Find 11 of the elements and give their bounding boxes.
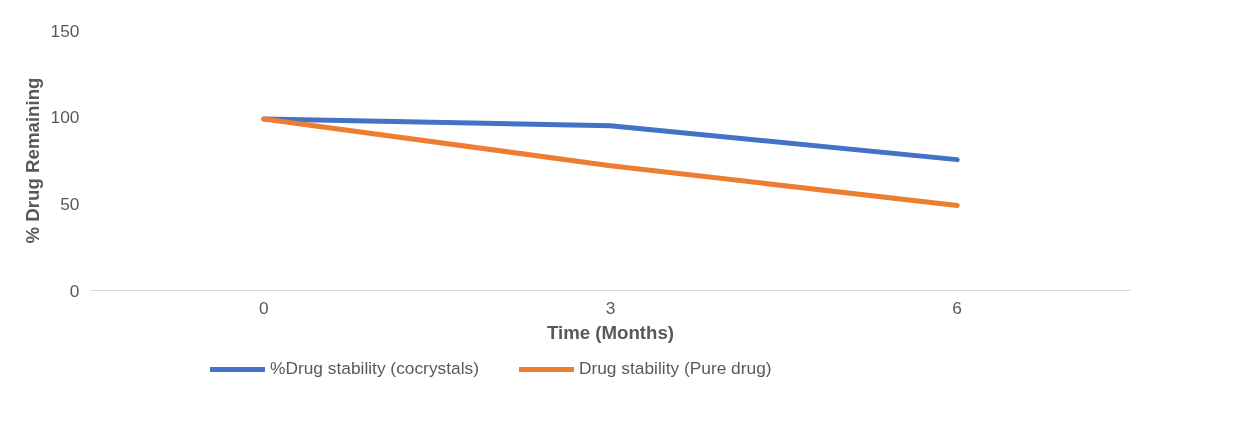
y-axis-title: % Drug Remaining <box>21 77 43 244</box>
y-tick-label: 150 <box>50 20 80 41</box>
legend-label: %Drug stability (cocrystals) <box>270 358 479 379</box>
y-tick-label: 100 <box>50 107 80 128</box>
x-tick-label: 3 <box>605 297 616 318</box>
y-tick-label: 0 <box>69 280 80 301</box>
x-tick-label: 0 <box>259 297 269 318</box>
y-tick-label: 50 <box>60 193 80 214</box>
x-axis-title: Time (Months) <box>546 321 675 343</box>
x-tick-label: 6 <box>952 297 962 318</box>
legend-label: Drug stability (Pure drug) <box>578 358 772 379</box>
